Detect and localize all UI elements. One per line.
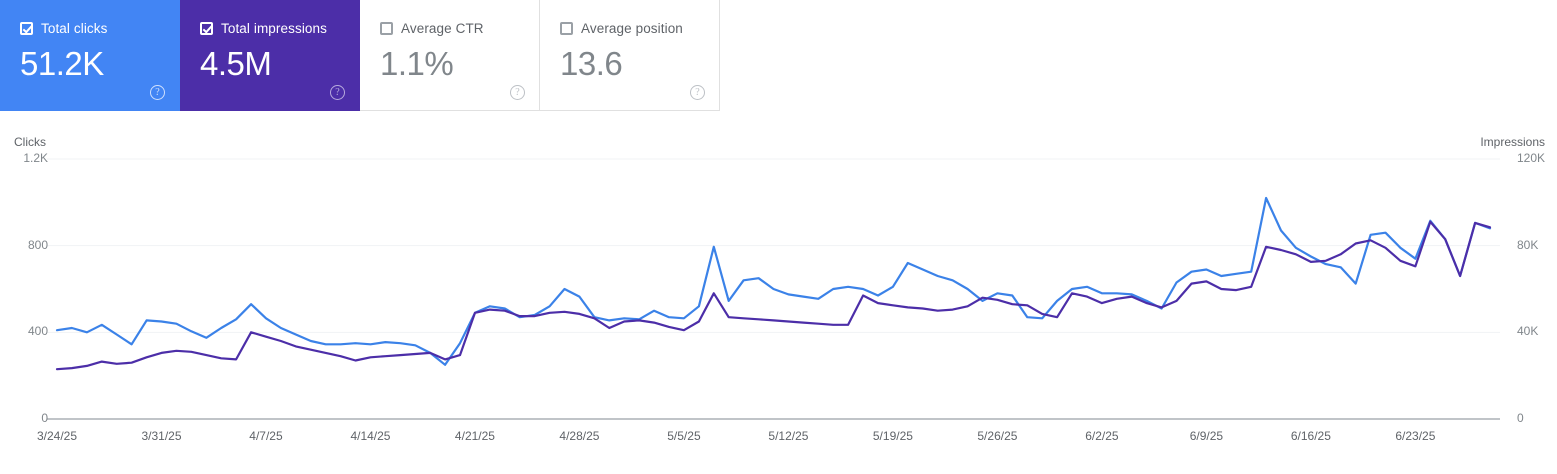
y-tick-right: 40K xyxy=(1517,324,1539,339)
help-icon-average-position[interactable]: ? xyxy=(690,85,705,100)
help-icon-total-impressions[interactable]: ? xyxy=(330,85,345,100)
x-tick: 6/23/25 xyxy=(1395,429,1436,443)
metric-label-average-ctr: Average CTR xyxy=(401,20,484,36)
y-tick-left: 0 xyxy=(41,411,48,425)
series-line-impressions xyxy=(55,220,1492,371)
x-tick: 4/21/25 xyxy=(454,429,495,443)
metric-card-total-clicks[interactable]: Total clicks 51.2K ? xyxy=(0,0,180,111)
series-line-clicks xyxy=(55,196,1492,366)
chart-canvas xyxy=(47,158,1500,420)
help-icon-total-clicks[interactable]: ? xyxy=(150,85,165,100)
metric-card-header: Average CTR xyxy=(380,20,523,36)
checkbox-total-clicks[interactable] xyxy=(20,21,33,35)
x-tick: 5/5/25 xyxy=(667,429,701,443)
x-tick: 3/24/25 xyxy=(36,429,78,443)
metric-card-header: Average position xyxy=(560,20,703,36)
y-axis-title-impressions: Impressions xyxy=(1480,135,1545,149)
metric-card-header: Total impressions xyxy=(200,20,343,36)
performance-chart: Clicks Impressions 0 400 800 1.2K 0 40K 80K 12… xyxy=(0,111,1557,474)
metric-cards: Total clicks 51.2K ? Total impressions 4… xyxy=(0,0,720,111)
y-tick-left: 400 xyxy=(27,324,48,339)
x-tick: 5/26/25 xyxy=(977,429,1018,443)
metric-value-average-ctr: 1.1% xyxy=(380,45,454,82)
y-tick-left: 1.2K xyxy=(23,151,48,165)
x-tick: 4/7/25 xyxy=(249,429,283,443)
metric-card-header: Total clicks xyxy=(20,20,163,36)
y-tick-left: 800 xyxy=(27,237,48,252)
y-tick-right: 0 xyxy=(1517,411,1524,425)
x-tick: 5/12/25 xyxy=(768,429,809,443)
x-tick: 3/31/25 xyxy=(141,429,182,443)
metric-value-total-impressions: 4.5M xyxy=(200,45,272,82)
metric-card-average-position[interactable]: Average position 13.6 ? xyxy=(540,0,720,111)
metric-value-average-position: 13.6 xyxy=(560,45,623,82)
checkbox-average-ctr[interactable] xyxy=(380,21,393,35)
metric-card-total-impressions[interactable]: Total impressions 4.5M ? xyxy=(180,0,360,111)
x-tick: 4/28/25 xyxy=(559,429,600,443)
metric-value-total-clicks: 51.2K xyxy=(20,45,104,82)
metric-label-total-impressions: Total impressions xyxy=(221,20,327,36)
checkbox-average-position[interactable] xyxy=(560,21,573,35)
metric-card-average-ctr[interactable]: Average CTR 1.1% ? xyxy=(360,0,540,111)
x-tick: 6/2/25 xyxy=(1085,429,1119,443)
x-tick: 4/14/25 xyxy=(350,429,391,443)
checkbox-total-impressions[interactable] xyxy=(200,21,213,35)
y-axis-title-clicks: Clicks xyxy=(14,135,46,149)
chart-series-layer xyxy=(55,196,1492,371)
metric-label-average-position: Average position xyxy=(581,20,683,36)
metric-label-total-clicks: Total clicks xyxy=(41,20,108,36)
y-tick-right: 120K xyxy=(1517,151,1546,165)
x-tick: 6/16/25 xyxy=(1290,429,1331,443)
help-icon-average-ctr[interactable]: ? xyxy=(510,85,525,100)
x-tick: 5/19/25 xyxy=(872,429,913,443)
y-tick-right: 80K xyxy=(1517,237,1539,252)
x-tick: 6/9/25 xyxy=(1189,429,1224,443)
